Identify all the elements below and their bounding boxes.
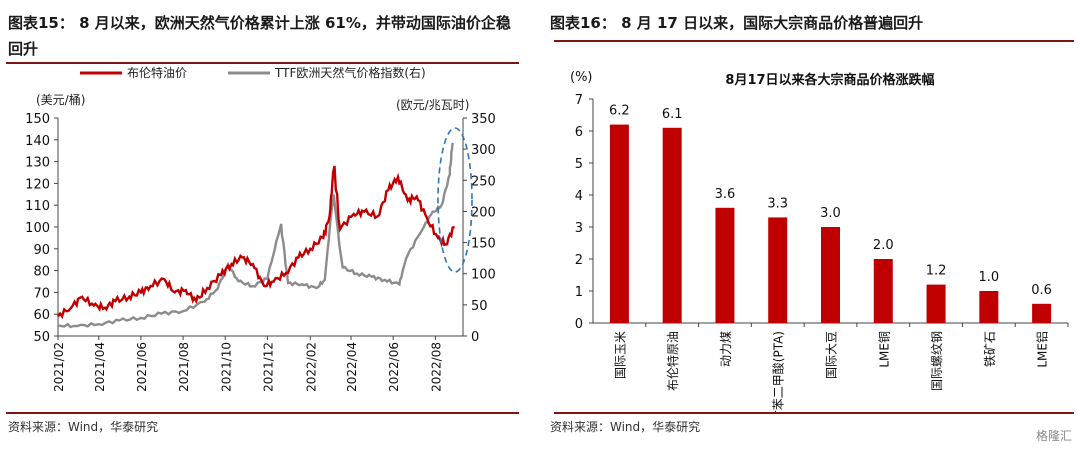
legend-label: 布伦特油价	[127, 66, 187, 80]
left-tick-label: 50	[33, 330, 50, 345]
bar-value-label: 0.6	[1031, 283, 1052, 298]
y-tick-label: 2	[575, 253, 583, 268]
left-tick-label: 80	[33, 265, 50, 280]
bar-value-label: 3.0	[820, 206, 841, 221]
x-tick-label: 2021/12	[261, 342, 275, 392]
bar	[768, 217, 788, 323]
bar	[1032, 303, 1052, 323]
chart-title: 8月17日以来各大宗商品价格涨跌幅	[725, 72, 934, 88]
category-label: 国际玉米	[613, 331, 627, 379]
y-tick-label: 7	[575, 93, 583, 108]
watermark: 格隆汇	[1035, 429, 1072, 443]
source-note: 资料来源：Wind，华泰研究	[550, 420, 701, 434]
bar-chart: 8月17日以来各大宗商品价格涨跌幅 (%) 0 1 2 3 4 5 6 7 6.2 国际玉米 6.1 布伦…	[570, 70, 1069, 412]
right-tick-label: 50	[471, 299, 488, 314]
figure-15-panel: 图表15： 8 月以来，欧洲天然气价格累计上涨 61%，并带动国际油价企稳回升 …	[0, 0, 525, 450]
right-tick-label: 250	[471, 174, 496, 189]
y-axis-unit: (%)	[570, 70, 593, 85]
y-tick-label: 4	[575, 189, 583, 204]
bar	[873, 259, 893, 323]
footer-rule	[554, 412, 1074, 414]
category-label: 对苯二甲酸(PTA)	[771, 331, 786, 412]
left-tick-label: 110	[25, 199, 50, 214]
left-tick-label: 100	[25, 221, 50, 236]
bar	[821, 227, 840, 323]
x-tick-label: 2022/06	[387, 342, 401, 392]
title-rule	[6, 62, 519, 64]
category-label: LME铜	[876, 331, 891, 368]
right-axis-unit: (欧元/兆瓦时)	[396, 98, 469, 112]
right-tick-label: 300	[471, 143, 496, 158]
right-tick-label: 100	[471, 268, 496, 283]
figure-15-title: 图表15： 8 月以来，欧洲天然气价格累计上涨 61%，并带动国际油价企稳回升	[8, 14, 511, 58]
x-tick-label: 2021/10	[219, 342, 233, 392]
brent-oil-line	[57, 165, 456, 320]
left-tick-label: 120	[25, 177, 50, 192]
bar	[926, 284, 946, 323]
figure-16-title: 图表16： 8 月 17 日以来，国际大宗商品价格普遍回升	[550, 14, 924, 32]
footer-rule	[6, 412, 519, 414]
line-chart: 布伦特油价 TTF欧洲天然气价格指数(右) (美元/桶) (欧元/兆瓦时) 50 60 70…	[25, 66, 496, 392]
bar-value-label: 1.0	[978, 270, 999, 285]
ttf-gas-line	[57, 142, 454, 329]
bar-value-label: 6.2	[609, 104, 630, 119]
bar-value-label: 3.3	[767, 196, 788, 211]
bar	[715, 207, 735, 323]
bar	[609, 124, 629, 323]
y-tick-label: 5	[575, 157, 583, 172]
source-note: 资料来源：Wind，华泰研究	[8, 420, 159, 434]
y-tick-label: 6	[575, 125, 583, 140]
y-tick-label: 3	[575, 221, 583, 236]
x-tick-label: 2022/04	[345, 342, 359, 392]
category-label: 国际大豆	[825, 331, 839, 379]
category-label: 布伦特原油	[665, 331, 680, 391]
bar-value-label: 3.6	[715, 187, 736, 202]
x-tick-label: 2021/04	[93, 342, 107, 392]
bar-value-label: 1.2	[926, 264, 947, 279]
title-rule	[554, 40, 1074, 42]
left-tick-label: 70	[33, 286, 50, 301]
bar-value-label: 2.0	[873, 238, 894, 253]
bar-value-label: 6.1	[662, 107, 683, 122]
legend-label: TTF欧洲天然气价格指数(右)	[274, 66, 426, 80]
category-label: 铁矿石	[983, 331, 997, 367]
bar	[662, 127, 682, 323]
right-tick-label: 0	[471, 330, 479, 345]
category-label: LME铝	[1035, 331, 1050, 368]
category-label: 动力煤	[719, 331, 733, 367]
left-tick-label: 150	[25, 112, 50, 127]
right-tick-label: 200	[471, 205, 496, 220]
left-tick-label: 130	[25, 156, 50, 171]
x-tick-label: 2021/08	[177, 342, 191, 392]
category-label: 国际螺纹钢	[930, 331, 944, 391]
left-tick-label: 60	[33, 308, 50, 323]
left-axis-unit: (美元/桶)	[36, 92, 85, 107]
figure-16-panel: 图表16： 8 月 17 日以来，国际大宗商品价格普遍回升 8月17日以来各大宗…	[548, 0, 1080, 450]
highlight-ellipse	[437, 127, 473, 273]
y-tick-label: 0	[575, 317, 583, 332]
x-tick-label: 2022/08	[429, 342, 443, 392]
left-tick-label: 140	[25, 134, 50, 149]
x-tick-label: 2022/02	[304, 342, 318, 392]
bar	[979, 291, 999, 323]
right-tick-label: 150	[471, 237, 496, 252]
x-tick-label: 2021/02	[52, 342, 66, 392]
y-tick-label: 1	[575, 285, 583, 300]
left-tick-label: 90	[33, 243, 50, 258]
right-tick-label: 350	[471, 112, 496, 127]
x-tick-label: 2021/06	[135, 342, 149, 392]
